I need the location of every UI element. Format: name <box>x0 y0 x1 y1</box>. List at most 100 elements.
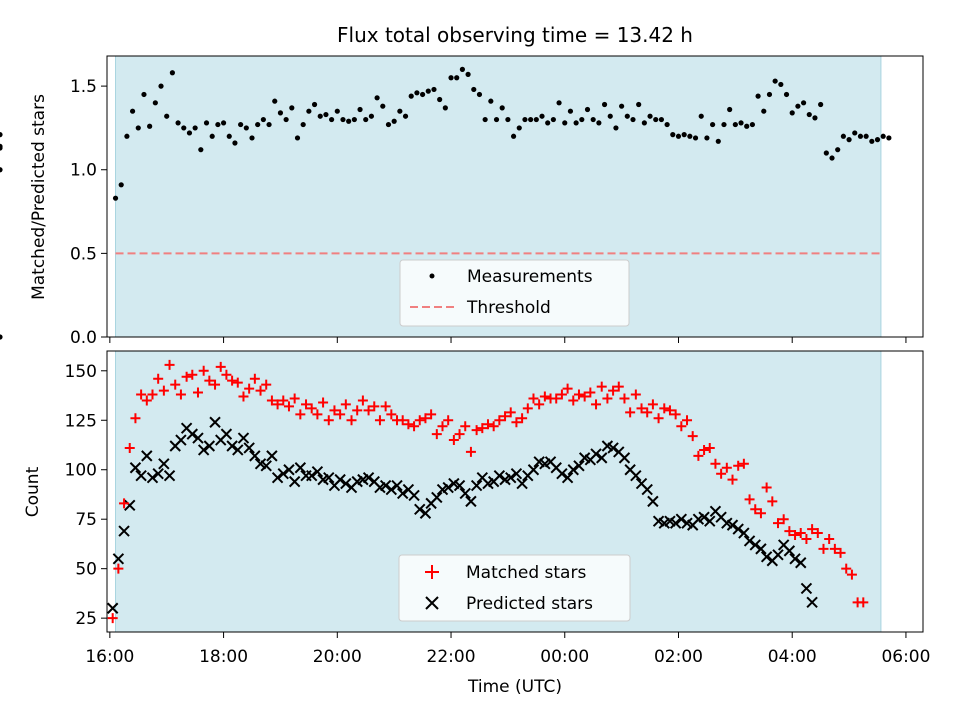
bottom-y-ticks: 25 50 75 100 125 150 <box>65 362 107 629</box>
measurement-point <box>488 98 494 104</box>
measurement-point <box>0 132 3 138</box>
matched-star-point <box>596 381 607 392</box>
measurement-point <box>266 121 272 128</box>
measurement-point <box>539 113 545 119</box>
measurement-point <box>664 121 670 128</box>
measurement-point <box>243 125 249 131</box>
matched-star-point <box>340 399 351 410</box>
matched-star-point <box>750 504 761 515</box>
matched-star-point <box>426 409 437 420</box>
predicted-star-point <box>118 525 130 537</box>
matched-star-point <box>500 411 511 422</box>
matched-star-point <box>573 389 584 400</box>
measurement-point <box>175 120 181 126</box>
matched-star-point <box>221 369 232 380</box>
matched-star-point <box>210 379 221 390</box>
matched-star-point <box>630 389 641 400</box>
measurement-point <box>613 125 619 131</box>
x-tick-label: 06:00 <box>881 647 930 667</box>
matched-star-point <box>238 391 249 402</box>
measurement-point <box>277 110 284 116</box>
measurement-point <box>590 116 596 123</box>
measurement-point <box>419 91 426 98</box>
matched-star-point <box>562 383 573 394</box>
predicted-star-point <box>510 467 523 480</box>
y-tick-label: 0.0 <box>70 328 97 348</box>
predicted-star-point <box>419 507 432 519</box>
measurement-point <box>374 95 380 101</box>
matched-star-point <box>119 498 130 509</box>
predicted-star-point <box>277 467 289 480</box>
predicted-star-point <box>243 442 255 454</box>
matched-star-point <box>693 450 704 461</box>
legend-matched-marker <box>425 565 439 579</box>
matched-star-point <box>204 375 215 386</box>
matched-star-point <box>568 395 579 406</box>
measurement-point <box>783 91 790 98</box>
measurement-point <box>448 75 454 81</box>
top-axes-frame <box>106 55 924 338</box>
matched-star-point <box>465 446 476 457</box>
predicted-star-point <box>260 460 272 472</box>
matched-star-point <box>409 421 420 432</box>
bottom-legend: Matched stars Predicted stars <box>398 554 631 622</box>
matched-star-point <box>318 397 329 408</box>
matched-star-point <box>306 403 317 414</box>
matched-star-point <box>613 381 624 392</box>
y-tick-label: 150 <box>65 362 97 382</box>
matched-star-point <box>215 361 226 372</box>
y-tick-label: 0.5 <box>70 244 97 264</box>
predicted-star-point <box>738 527 750 539</box>
measurement-point <box>579 116 585 123</box>
matched-star-point <box>113 563 124 574</box>
measurement-point <box>289 105 295 111</box>
measurement-point <box>465 71 471 77</box>
predicted-star-point <box>607 442 619 454</box>
matched-star-point <box>539 391 550 402</box>
measurement-point <box>226 133 232 139</box>
legend-matched-label: Matched stars <box>466 563 586 583</box>
matched-star-point <box>312 409 323 420</box>
matched-star-point <box>477 423 488 434</box>
measurement-point <box>556 100 562 106</box>
measurement-point <box>886 135 892 141</box>
predicted-star-point <box>590 448 602 460</box>
predicted-star-point <box>385 483 398 496</box>
top-legend: Measurements Threshold <box>399 259 630 327</box>
measurement-point <box>152 100 158 106</box>
matched-star-point <box>522 403 533 414</box>
measurement-point <box>624 113 630 119</box>
matched-star-point <box>858 597 869 608</box>
x-tick-label: 18:00 <box>199 647 248 667</box>
predicted-star-point <box>391 479 403 492</box>
predicted-star-point <box>163 469 176 482</box>
measurement-point <box>323 111 329 118</box>
predicted-star-point <box>556 467 568 480</box>
measurement-point <box>272 98 278 104</box>
measurement-point <box>334 108 340 114</box>
predicted-star-point <box>755 543 767 555</box>
y-tick-label: 1.0 <box>70 161 97 181</box>
measurement-point <box>607 113 613 119</box>
bottom-axes-frame <box>106 350 924 633</box>
predicted-star-point <box>465 495 477 508</box>
matched-star-point <box>664 405 675 416</box>
measurement-point <box>141 91 147 98</box>
matched-star-point <box>386 409 397 420</box>
measurement-point <box>408 93 414 99</box>
measurement-point <box>112 195 119 201</box>
matched-star-point <box>232 377 243 388</box>
measurement-point <box>232 140 238 146</box>
measurement-point <box>550 116 556 123</box>
chart-title: Flux total observing time = 13.42 h <box>337 23 693 47</box>
matched-star-point <box>636 403 647 414</box>
matched-star-point <box>471 425 482 436</box>
matched-star-point <box>454 429 465 440</box>
predicted-star-point <box>306 469 318 482</box>
predicted-star-point <box>323 471 335 484</box>
predicted-star-point <box>146 471 159 484</box>
matched-star-point <box>699 444 710 455</box>
predicted-star-point <box>795 557 807 569</box>
y-tick-label: 1.5 <box>70 77 97 97</box>
